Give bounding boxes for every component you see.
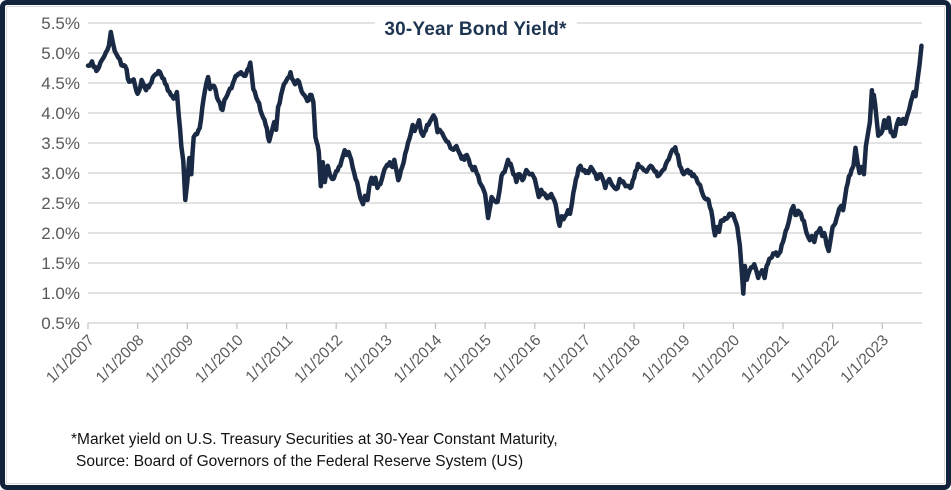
x-axis-label: 1/1/2016 xyxy=(490,332,545,387)
x-axis-label: 1/1/2010 xyxy=(192,332,247,387)
y-axis-label: 2.0% xyxy=(41,224,80,243)
footnote-line-1: *Market yield on U.S. Treasury Securitie… xyxy=(71,431,558,448)
footnote-line-2: Source: Board of Governors of the Federa… xyxy=(76,453,524,471)
chart-footnote: *Market yield on U.S. Treasury Securitie… xyxy=(71,429,558,474)
x-axis-label: 1/1/2008 xyxy=(93,332,148,387)
y-axis-label: 5.5% xyxy=(41,14,80,33)
y-axis-label: 4.5% xyxy=(41,74,80,93)
x-axis-label: 1/1/2009 xyxy=(142,332,197,387)
x-axis-label: 1/1/2022 xyxy=(788,332,843,387)
x-axis-label: 1/1/2007 xyxy=(43,332,98,387)
chart-title: 30-Year Bond Yield* xyxy=(374,19,577,41)
yield-line-series xyxy=(85,29,924,296)
x-axis-label: 1/1/2019 xyxy=(639,332,694,387)
y-axis-label: 0.5% xyxy=(41,314,80,333)
x-axis-label: 1/1/2015 xyxy=(440,332,495,387)
x-axis-label: 1/1/2014 xyxy=(391,332,446,387)
y-axis-label: 3.0% xyxy=(41,164,80,183)
y-axis-label: 1.5% xyxy=(41,254,80,273)
y-axis-label: 2.5% xyxy=(41,194,80,213)
x-axis-label: 1/1/2013 xyxy=(341,332,396,387)
x-axis-label: 1/1/2017 xyxy=(540,332,595,387)
x-axis-label: 1/1/2011 xyxy=(243,332,297,386)
bond-yield-line-chart: 0.5% 1.0% 1.5% 2.0% 2.5% 3.0% 3.5% 4.0% 4.5% 5.0%… xyxy=(41,14,924,387)
y-axis-label: 4.0% xyxy=(41,104,80,123)
x-axis-label: 1/1/2021 xyxy=(738,332,793,387)
y-axis-label: 3.5% xyxy=(41,134,80,153)
x-axis-label: 1/1/2020 xyxy=(688,332,743,387)
x-axis-label: 1/1/2018 xyxy=(589,332,644,387)
x-axis-label: 1/1/2012 xyxy=(291,332,346,387)
x-axis-label: 1/1/2023 xyxy=(837,332,892,387)
y-axis-label: 1.0% xyxy=(41,284,80,303)
y-axis-label: 5.0% xyxy=(41,44,80,63)
